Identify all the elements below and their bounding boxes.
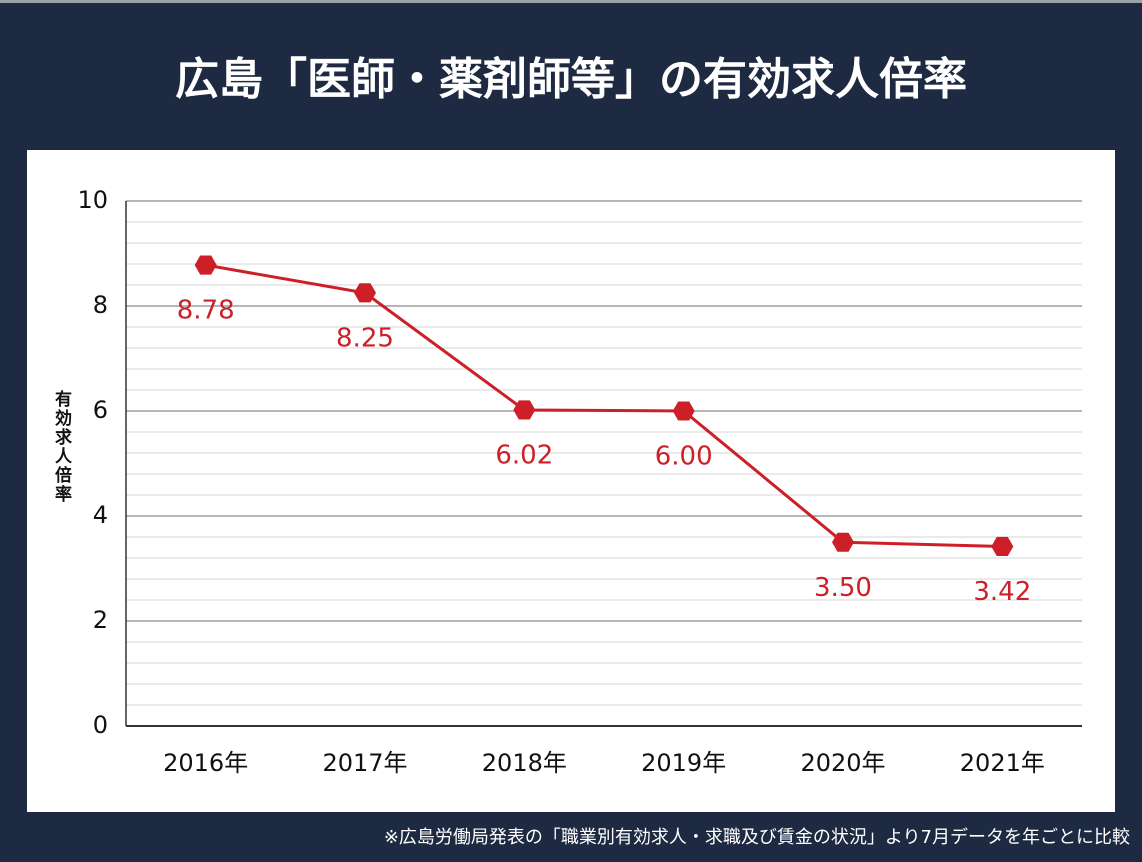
top-border: [0, 0, 1142, 3]
x-tick-label: 2020年: [800, 749, 885, 777]
data-label: 6.02: [495, 440, 553, 470]
x-tick-label: 2021年: [960, 749, 1045, 777]
point-marker: [991, 536, 1014, 556]
y-tick-label: 0: [93, 711, 108, 739]
data-label: 6.00: [655, 442, 713, 472]
point-marker: [194, 255, 217, 275]
x-tick-label: 2016年: [163, 749, 248, 777]
x-tick-label: 2018年: [482, 749, 567, 777]
data-label: 3.42: [973, 577, 1031, 607]
y-tick-label: 4: [93, 501, 108, 529]
chart-title: 広島「医師・薬剤師等」の有効求人倍率: [175, 54, 967, 105]
data-label: 8.25: [336, 323, 394, 353]
plot-panel: [27, 150, 1115, 812]
y-tick-label: 2: [93, 606, 108, 634]
data-label: 8.78: [177, 296, 235, 326]
y-tick-label: 6: [93, 396, 108, 424]
x-tick-label: 2019年: [641, 749, 726, 777]
footnote: ※広島労働局発表の「職業別有効求人・求職及び賃金の状況」より7月データを年ごとに…: [384, 827, 1130, 848]
y-tick-label: 8: [93, 291, 108, 319]
point-marker: [832, 532, 854, 552]
y-axis-label: 有効求人倍率: [51, 389, 72, 504]
point-marker: [513, 400, 536, 420]
data-label: 3.50: [814, 573, 872, 603]
y-tick-label: 10: [77, 186, 108, 214]
point-marker: [672, 401, 695, 421]
x-tick-label: 2017年: [322, 749, 407, 777]
point-marker: [354, 283, 376, 303]
series-line: [205, 263, 1003, 548]
